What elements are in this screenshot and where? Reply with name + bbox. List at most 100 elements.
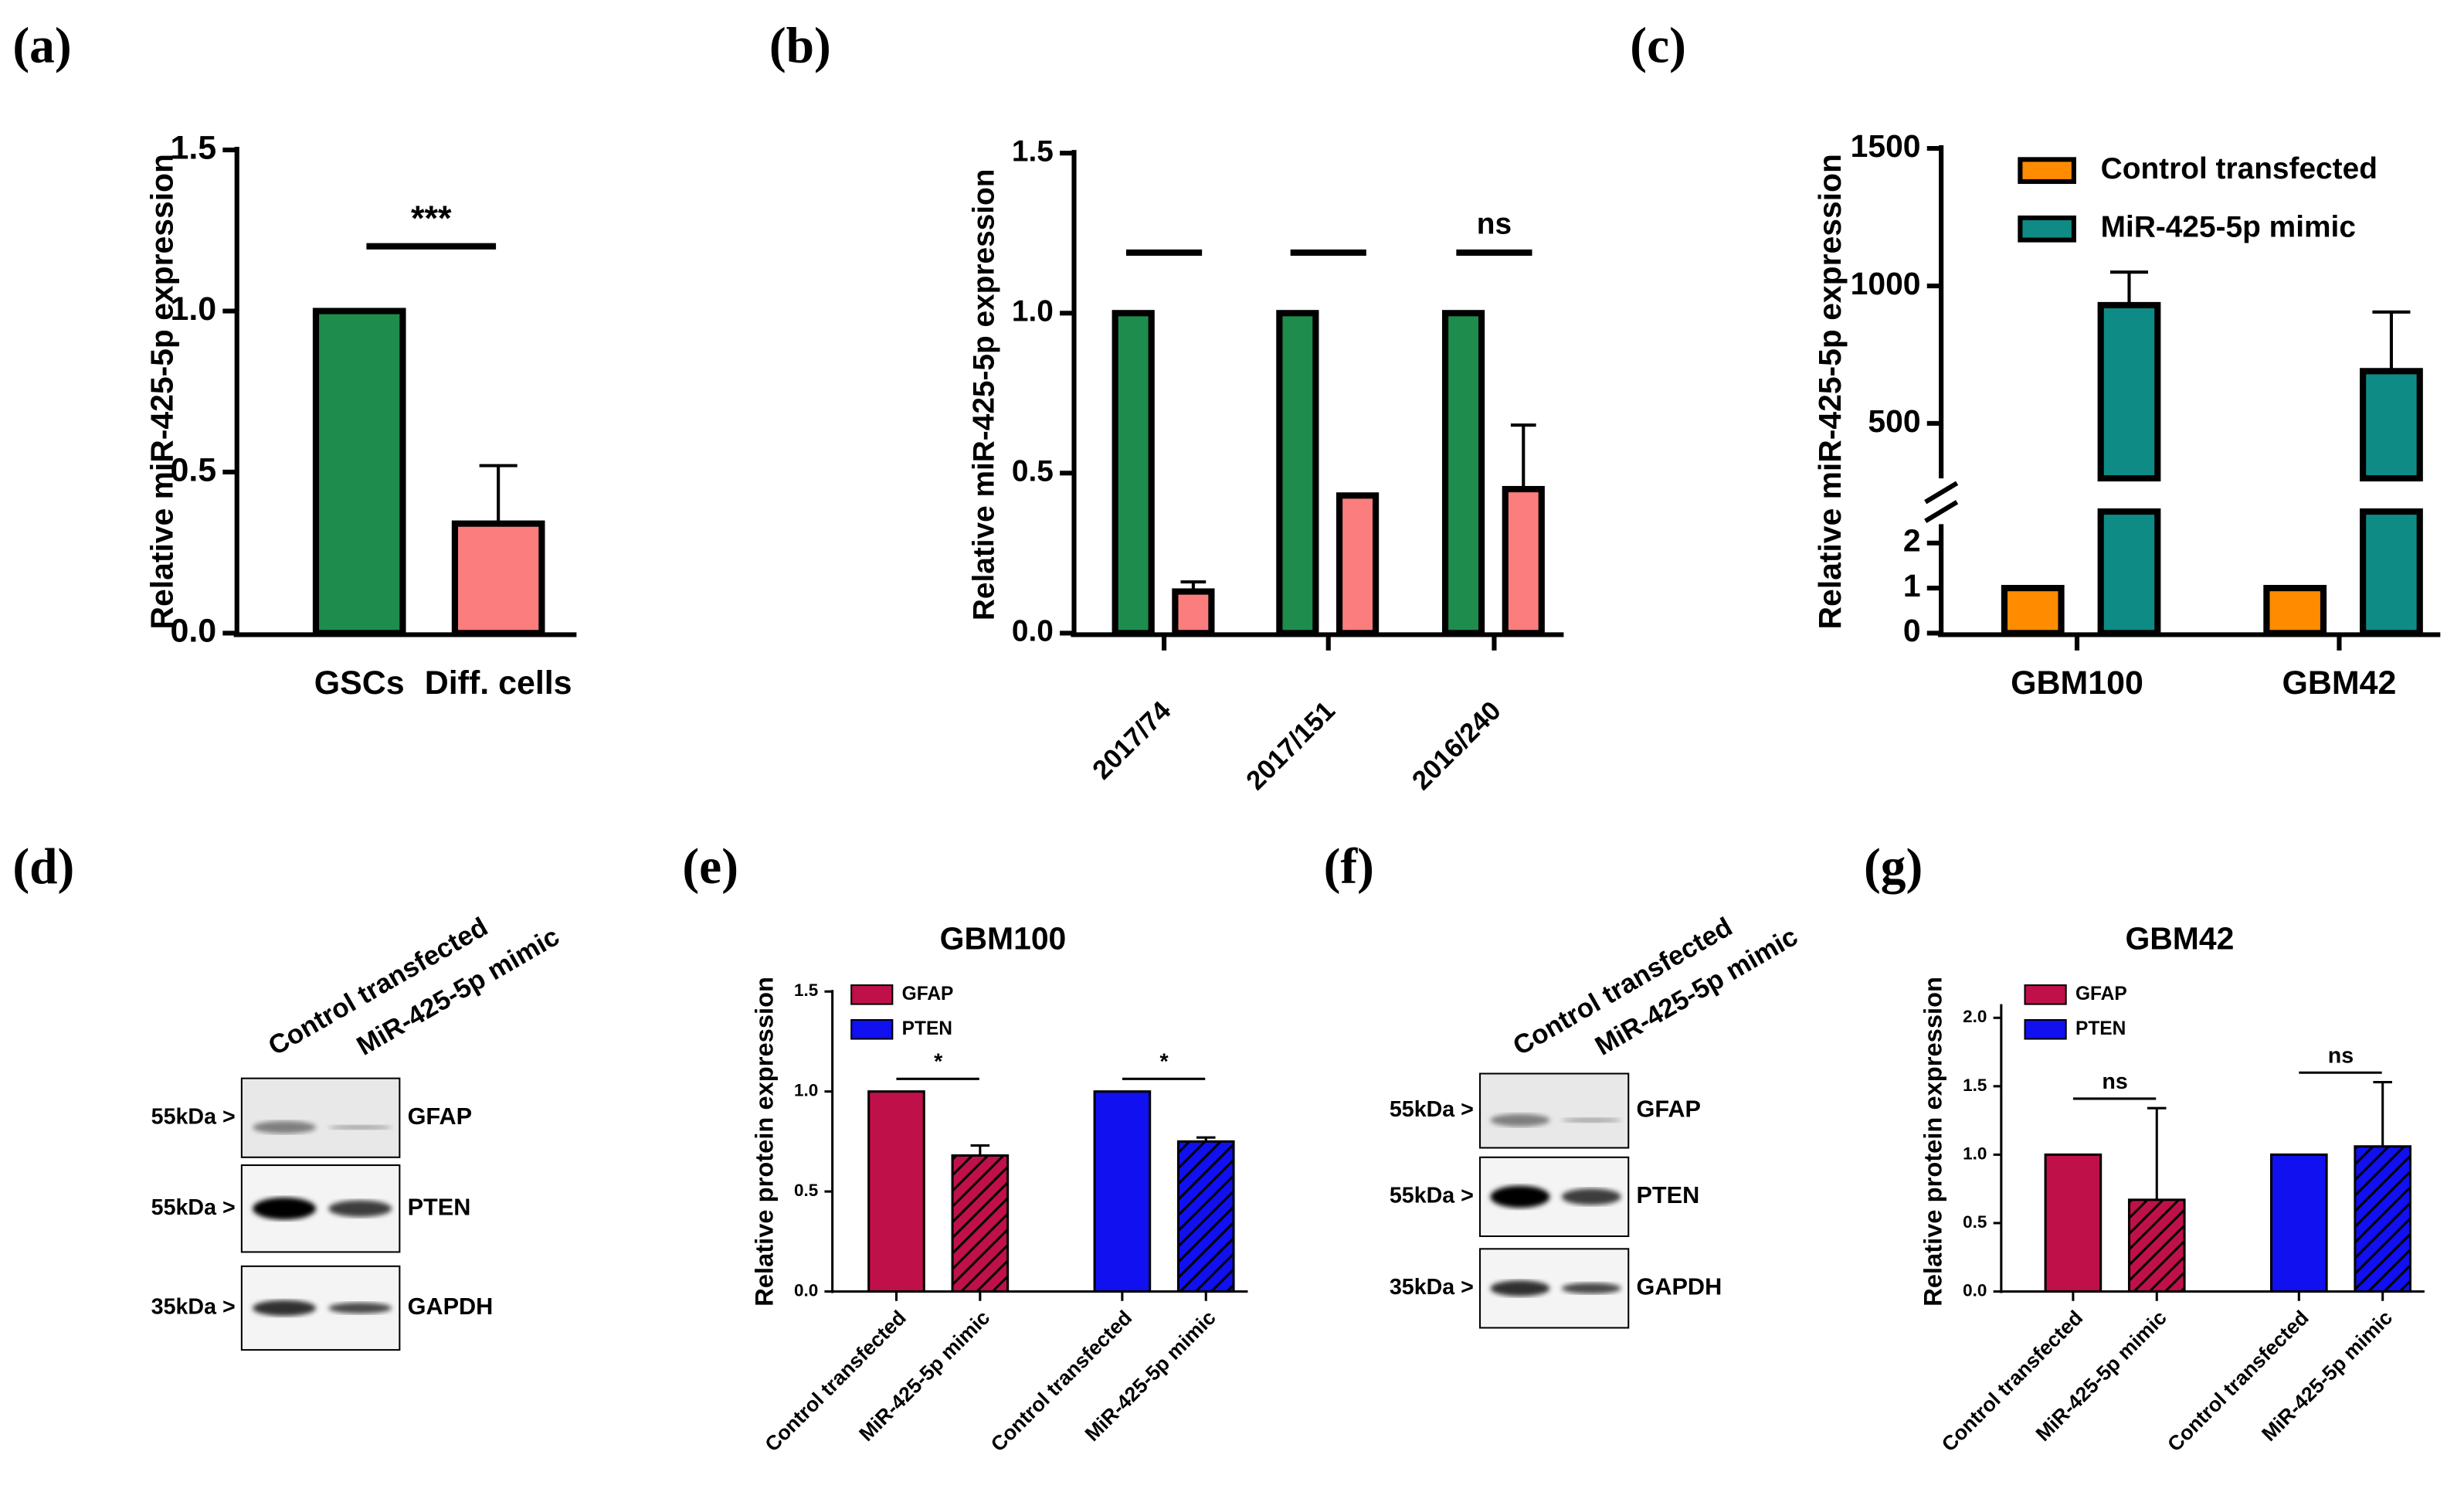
x-tick-label: 2017/74 (1088, 695, 1177, 785)
panel-label: (a) (12, 18, 71, 73)
blot-band (253, 1120, 316, 1134)
x-tick-label: Control transfected (986, 1306, 1137, 1456)
protein-label: PTEN (1636, 1182, 1699, 1208)
protein-label: GFAP (1636, 1096, 1700, 1123)
bar (451, 520, 545, 637)
y-axis-label: Relative protein expression (749, 977, 778, 1307)
y-tick-label: 2 (1903, 523, 1921, 559)
y-tick-label: 1.0 (794, 1081, 818, 1100)
legend-swatch (2018, 215, 2076, 243)
bar (1176, 1140, 1235, 1293)
blot-band (1561, 1188, 1621, 1205)
bar-lower-part (2097, 508, 2161, 637)
blot-band (328, 1200, 392, 1217)
legend-label: Control transfected (2101, 152, 2377, 185)
bar (951, 1154, 1010, 1293)
y-tick-label: 1000 (1851, 266, 1921, 301)
legend-label: PTEN (902, 1018, 952, 1039)
bar (1441, 310, 1485, 637)
x-tick-label: 2016/240 (1407, 696, 1506, 796)
bar (867, 1090, 925, 1293)
bar (2269, 1153, 2328, 1293)
legend-swatch (2024, 984, 2067, 1005)
axis-break (1924, 500, 1959, 523)
legend-label: GFAP (902, 984, 954, 1004)
y-tick-label: 1.5 (1012, 134, 1054, 168)
significance: *** (411, 199, 452, 238)
blot-band (1490, 1280, 1550, 1297)
y-axis-label: Relative miR-425-5p expression (1812, 154, 1848, 629)
bar (312, 308, 406, 637)
blot-band (1561, 1117, 1621, 1123)
x-tick-label: GSCs (314, 664, 405, 702)
x-tick-label: Diff. cells (425, 664, 572, 702)
significance: ns (1477, 207, 1512, 240)
panel-label: (b) (769, 18, 831, 73)
bar (2097, 301, 2161, 482)
panel-label: (d) (12, 839, 74, 895)
y-tick-label: 0.5 (794, 1181, 818, 1200)
x-tick-label: 2017/151 (1241, 696, 1341, 796)
y-tick-label: 0 (1903, 613, 1921, 648)
y-tick-label: 0.5 (1012, 455, 1054, 488)
bar (2263, 585, 2327, 637)
size-marker: 55kDa > (151, 1195, 236, 1220)
size-marker: 35kDa > (1390, 1275, 1474, 1300)
panel-label: (g) (1864, 839, 1923, 895)
y-tick-label: 1.5 (1963, 1076, 1987, 1095)
y-tick-label: 1.0 (1012, 295, 1054, 328)
y-tick-label: 1.5 (170, 129, 216, 166)
axis-break (1924, 481, 1959, 505)
legend-label: MiR-425-5p mimic (2101, 211, 2356, 244)
blot-band (1490, 1113, 1550, 1127)
x-tick-label: GBM100 (2011, 664, 2143, 702)
y-tick-label: 0.5 (170, 451, 216, 488)
legend-swatch (2024, 1019, 2067, 1040)
x-tick-label: Control transfected (760, 1306, 911, 1456)
panel-label: (f) (1324, 839, 1374, 895)
y-tick-label: 1.0 (1963, 1144, 1987, 1163)
bar (1276, 310, 1319, 637)
bar (2354, 1145, 2412, 1293)
bar (2044, 1153, 2103, 1293)
protein-label: GAPDH (1636, 1274, 1722, 1300)
blot-band (328, 1302, 392, 1314)
y-tick-label: 1.0 (170, 291, 216, 328)
significance: ns (2102, 1069, 2127, 1094)
legend-label: PTEN (2075, 1018, 2126, 1039)
chart-title: GBM42 (2125, 921, 2234, 957)
legend-swatch (2018, 157, 2076, 185)
panel-label: (c) (1630, 18, 1686, 73)
x-tick-label: Control transfected (2163, 1306, 2313, 1456)
blot-band (328, 1125, 392, 1130)
blot-band (253, 1300, 316, 1317)
protein-label: PTEN (408, 1194, 471, 1220)
bar (2127, 1198, 2186, 1293)
bar-break-gap (2354, 481, 2428, 508)
bar (1336, 492, 1380, 637)
chart-title: GBM100 (940, 921, 1067, 957)
blot-band (1561, 1283, 1621, 1294)
size-marker: 55kDa > (151, 1104, 236, 1129)
legend-swatch (850, 1019, 894, 1040)
blot-frame (1479, 1072, 1630, 1149)
blot-frame (240, 1077, 401, 1158)
bar (2001, 585, 2065, 637)
significance: ns (2328, 1043, 2354, 1068)
bar-lower-part (2360, 508, 2423, 637)
bar (2360, 368, 2423, 482)
bar (1093, 1090, 1152, 1293)
bar (1502, 485, 1545, 637)
significance: * (934, 1049, 943, 1074)
size-marker: 55kDa > (1390, 1097, 1474, 1122)
legend-label: GFAP (2075, 984, 2127, 1004)
bar (1112, 310, 1155, 637)
y-axis-label: Relative protein expression (1919, 977, 1947, 1307)
legend-swatch (850, 984, 894, 1005)
y-axis-label: Relative miR-425-5p expression (967, 169, 1000, 621)
y-tick-label: 2.0 (1963, 1007, 1987, 1026)
y-axis-label: Relative miR-425-5p expression (144, 154, 179, 629)
y-tick-label: 1 (1903, 568, 1921, 603)
